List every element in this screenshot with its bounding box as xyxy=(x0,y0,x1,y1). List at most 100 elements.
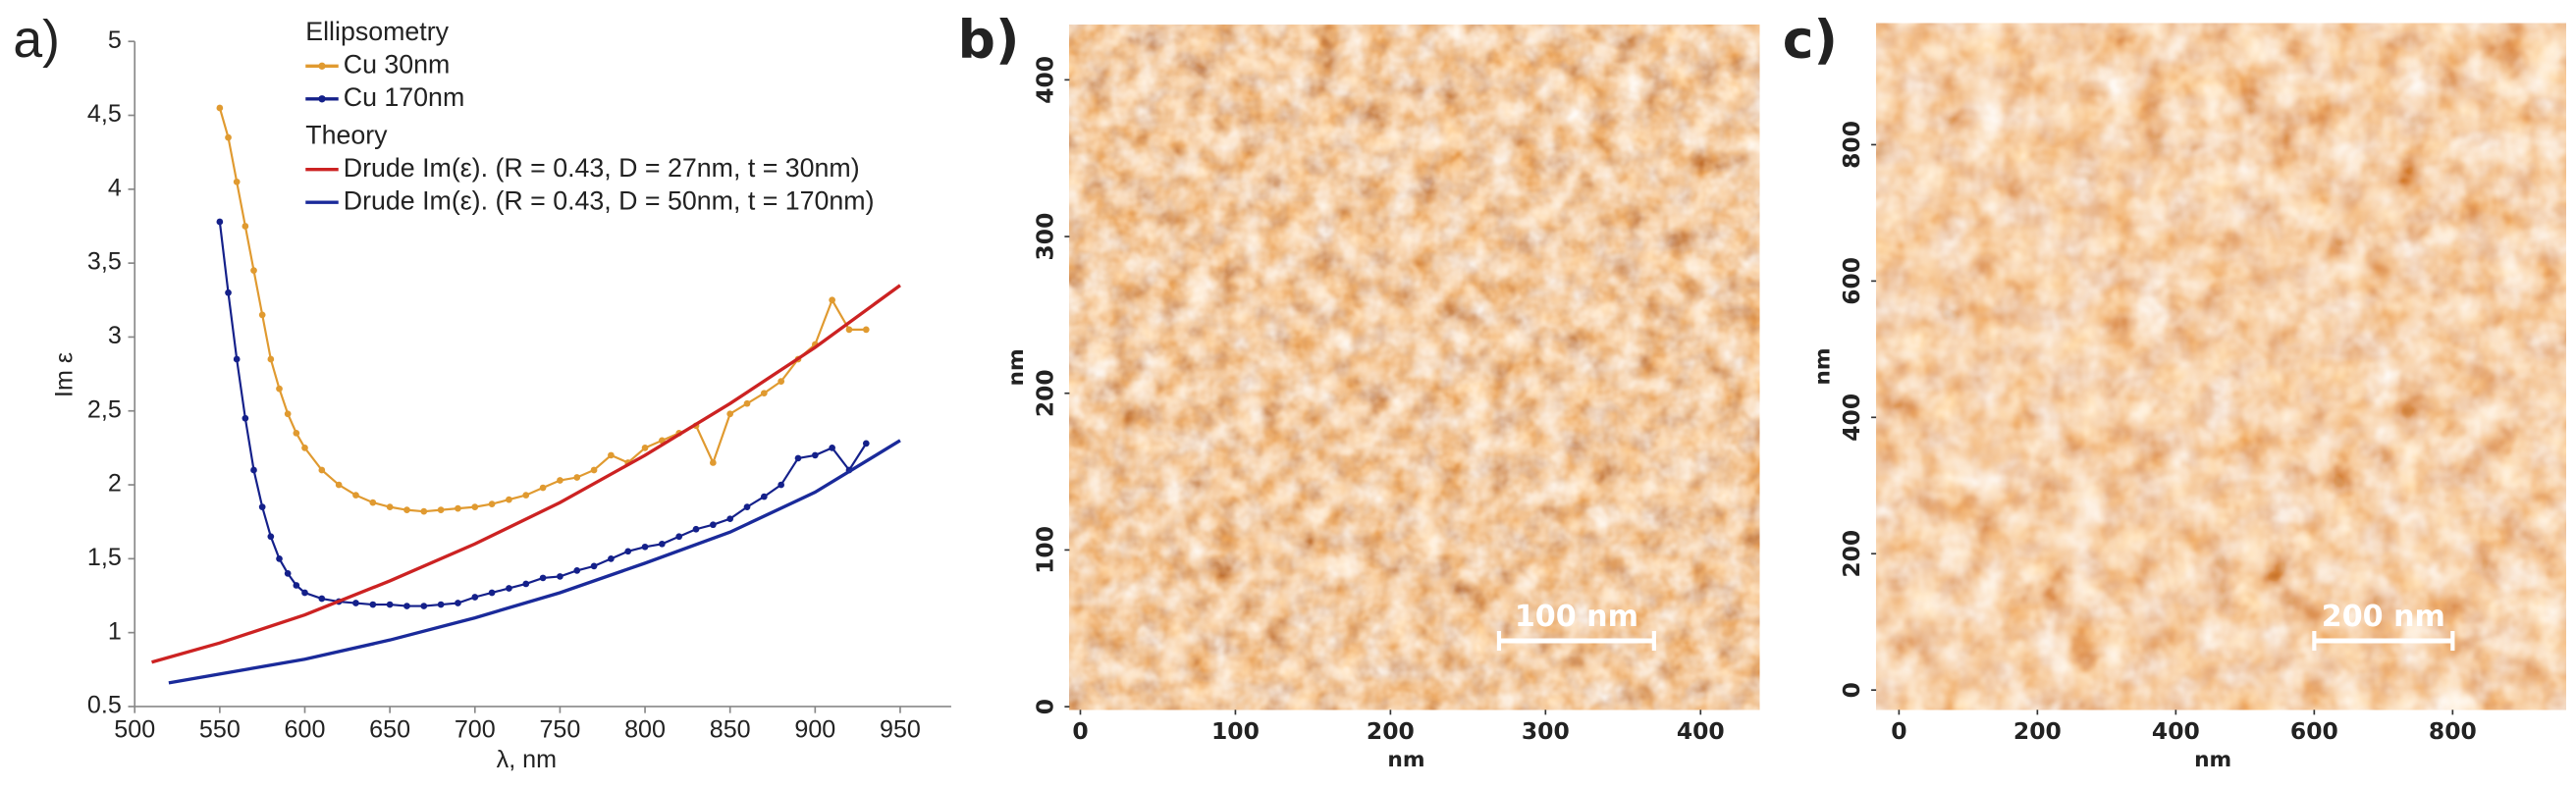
x-axis-label: nm xyxy=(2194,748,2231,772)
data-point xyxy=(258,311,266,319)
y-tick-label: 5 xyxy=(108,26,122,54)
data-point xyxy=(608,555,615,562)
data-point xyxy=(455,600,461,606)
legend-marker xyxy=(318,95,326,103)
y-tick-label: 4 xyxy=(108,174,122,201)
data-point xyxy=(488,500,496,507)
legend-marker xyxy=(318,62,326,70)
data-point xyxy=(710,521,717,529)
y-tick-label: 3 xyxy=(108,322,122,349)
data-point xyxy=(557,477,564,484)
y-tick-label: 100 xyxy=(1032,526,1059,574)
series-line xyxy=(218,221,868,607)
series-line xyxy=(218,107,867,513)
x-tick-label: 900 xyxy=(794,716,835,744)
data-point xyxy=(250,267,257,274)
x-tick-label: 850 xyxy=(710,716,751,744)
legend-label: Cu 30nm xyxy=(344,49,451,79)
data-point xyxy=(726,515,734,523)
legend-label: Drude Im(ε). (R = 0.43, D = 27nm, t = 30… xyxy=(344,153,860,183)
data-point xyxy=(233,355,241,363)
data-point xyxy=(471,503,479,510)
panel: b) 0 100 200 300 400 0 100 200 300 400 nm nm 100 nm xyxy=(958,9,1760,772)
data-point xyxy=(522,492,530,499)
y-tick-label: 400 xyxy=(1838,394,1865,442)
data-point xyxy=(386,503,394,510)
afm-image xyxy=(1069,25,1760,710)
data-point xyxy=(506,585,512,592)
data-point xyxy=(590,466,598,474)
x-tick-label: 650 xyxy=(369,716,410,744)
x-tick-label: 600 xyxy=(285,716,326,744)
data-point xyxy=(862,440,870,447)
data-point xyxy=(760,493,768,500)
data-point xyxy=(522,580,530,588)
x-tick-label: 750 xyxy=(539,716,580,744)
series-line xyxy=(168,439,901,685)
data-point xyxy=(778,481,785,489)
legend-group-title: Theory xyxy=(305,120,388,149)
x-tick-label: 400 xyxy=(1677,717,1725,745)
data-point xyxy=(225,289,232,296)
data-point xyxy=(267,533,275,541)
data-point xyxy=(369,601,377,608)
data-point xyxy=(624,548,632,555)
data-point xyxy=(267,355,275,363)
data-point xyxy=(675,533,683,541)
data-point xyxy=(352,600,359,606)
data-point xyxy=(386,601,394,608)
y-tick-label: 3,5 xyxy=(87,248,122,276)
y-tick-label: 0 xyxy=(1838,682,1865,698)
y-tick-label: 0.5 xyxy=(87,692,122,719)
data-point xyxy=(369,499,377,506)
data-point xyxy=(293,429,300,437)
y-tick-label: 4,5 xyxy=(87,100,122,128)
data-point xyxy=(778,378,785,385)
data-point xyxy=(557,573,564,580)
x-tick-label: 400 xyxy=(2152,717,2200,745)
data-point xyxy=(539,484,547,492)
data-point xyxy=(216,218,224,226)
data-point xyxy=(335,481,343,489)
data-point xyxy=(258,503,266,510)
x-axis-label: λ, nm xyxy=(497,746,557,773)
data-point xyxy=(641,543,649,551)
x-tick-label: 100 xyxy=(1211,717,1260,745)
scale-bar-label: 100 nm xyxy=(1515,600,1638,634)
data-point xyxy=(743,503,751,510)
data-point xyxy=(225,133,232,141)
x-tick-label: 800 xyxy=(624,716,666,744)
panel-label: a) xyxy=(13,11,60,69)
y-tick-label: 2 xyxy=(108,470,122,498)
data-point xyxy=(608,451,615,459)
data-point xyxy=(284,410,292,418)
data-point xyxy=(284,570,292,577)
x-tick-label: 200 xyxy=(1367,717,1415,745)
x-tick-label: 950 xyxy=(880,716,921,744)
afm-image xyxy=(1876,23,2566,710)
x-tick-label: 550 xyxy=(199,716,241,744)
data-point xyxy=(845,326,853,334)
data-point xyxy=(760,390,768,397)
y-tick-label: 1 xyxy=(108,617,122,645)
data-point xyxy=(726,410,734,418)
data-point xyxy=(539,574,547,582)
panel-label: b) xyxy=(958,9,1020,71)
y-tick-label: 400 xyxy=(1032,56,1059,104)
data-point xyxy=(811,451,819,459)
y-tick-label: 200 xyxy=(1838,530,1865,578)
legend-label: Cu 170nm xyxy=(344,82,465,112)
y-axis-label: nm xyxy=(1811,347,1836,385)
data-point xyxy=(794,454,802,462)
y-tick-label: 600 xyxy=(1838,257,1865,305)
data-point xyxy=(471,594,479,601)
x-tick-label: 700 xyxy=(455,716,496,744)
x-tick-label: 500 xyxy=(114,716,155,744)
data-point xyxy=(862,326,870,334)
x-tick-label: 800 xyxy=(2429,717,2477,745)
data-point xyxy=(420,507,428,515)
data-point xyxy=(233,178,241,185)
data-point xyxy=(403,603,410,609)
data-point xyxy=(276,555,283,562)
